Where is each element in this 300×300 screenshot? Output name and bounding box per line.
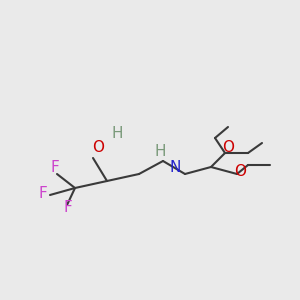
Text: O: O — [222, 140, 234, 155]
Text: F: F — [51, 160, 59, 175]
Text: H: H — [111, 127, 123, 142]
Text: F: F — [39, 185, 47, 200]
Text: F: F — [64, 200, 72, 214]
Text: O: O — [234, 164, 246, 179]
Text: O: O — [92, 140, 104, 155]
Text: N: N — [169, 160, 181, 175]
Text: H: H — [154, 145, 166, 160]
